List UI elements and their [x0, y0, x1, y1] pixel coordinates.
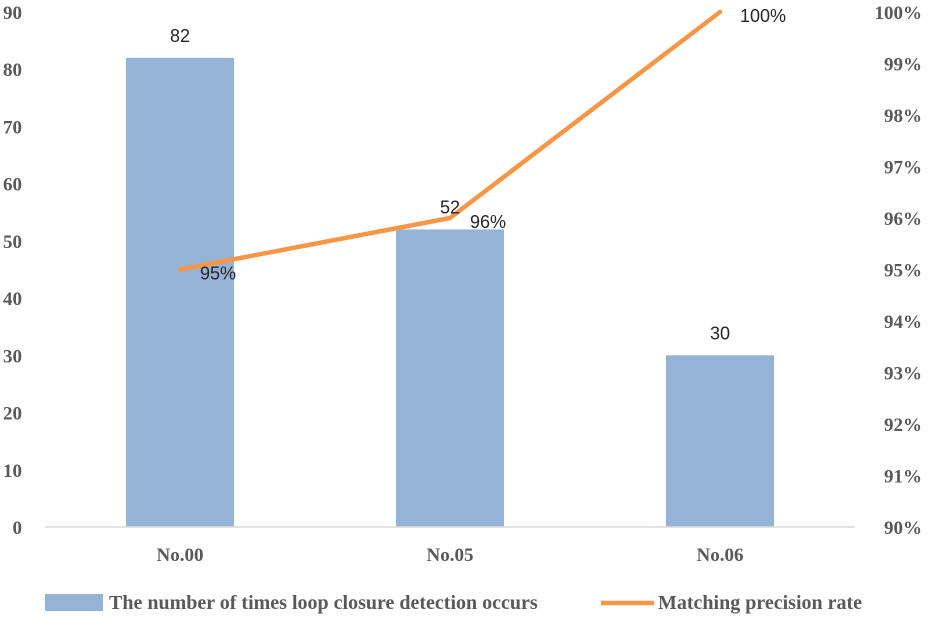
bar — [126, 57, 234, 528]
left-axis-tick-label: 90 — [3, 3, 22, 24]
bar-series — [126, 57, 774, 528]
right-axis-tick-label: 93% — [884, 364, 922, 385]
left-axis-tick-label: 30 — [3, 346, 22, 367]
left-axis-tick-label: 60 — [3, 175, 22, 196]
bar — [396, 229, 504, 527]
right-axis-tick-label: 98% — [884, 106, 922, 127]
x-axis-tick-label: No.05 — [427, 545, 474, 566]
left-y-axis: 0 10 20 30 40 50 60 70 80 90 — [3, 3, 22, 539]
left-axis-tick-label: 80 — [3, 60, 22, 81]
left-axis-tick-label: 40 — [3, 289, 22, 310]
x-axis-tick-label: No.00 — [157, 545, 204, 566]
left-axis-tick-label: 10 — [3, 461, 22, 482]
line-data-label: 96% — [470, 212, 506, 232]
left-axis-tick-label: 50 — [3, 232, 22, 253]
left-axis-tick-label: 20 — [3, 404, 22, 425]
bar-data-label: 52 — [440, 197, 460, 217]
legend: The number of times loop closure detecti… — [45, 592, 862, 614]
x-axis-tick-label: No.06 — [697, 545, 744, 566]
right-axis-tick-label: 91% — [884, 467, 922, 488]
legend-bar-swatch — [45, 594, 103, 611]
left-axis-tick-label: 70 — [3, 117, 22, 138]
x-axis-ticks: No.00 No.05 No.06 — [157, 545, 744, 566]
right-axis-tick-label: 99% — [884, 55, 922, 76]
line-data-labels: 95% 96% 100% — [200, 6, 786, 284]
bar-data-label: 30 — [710, 323, 730, 343]
bar — [666, 355, 774, 527]
bar-data-labels: 82 52 30 — [170, 26, 730, 344]
line-data-label: 95% — [200, 264, 236, 284]
right-axis-tick-label: 96% — [884, 209, 922, 230]
left-axis-tick-label: 0 — [13, 518, 23, 539]
right-axis-tick-label: 97% — [884, 158, 922, 179]
right-axis-tick-label: 92% — [884, 415, 922, 436]
line-data-label: 100% — [740, 6, 786, 26]
right-axis-tick-label: 100% — [875, 3, 923, 24]
line-series — [177, 9, 723, 272]
legend-line-label: Matching precision rate — [658, 592, 862, 614]
legend-bar-label: The number of times loop closure detecti… — [109, 592, 538, 614]
right-y-axis: 90% 91% 92% 93% 94% 95% 96% 97% 98% 99% 100% — [875, 3, 923, 539]
right-axis-tick-label: 90% — [884, 518, 922, 539]
right-axis-tick-label: 95% — [884, 261, 922, 282]
right-axis-tick-label: 94% — [884, 312, 922, 333]
precision-line — [177, 9, 723, 272]
bar-data-label: 82 — [170, 26, 190, 46]
